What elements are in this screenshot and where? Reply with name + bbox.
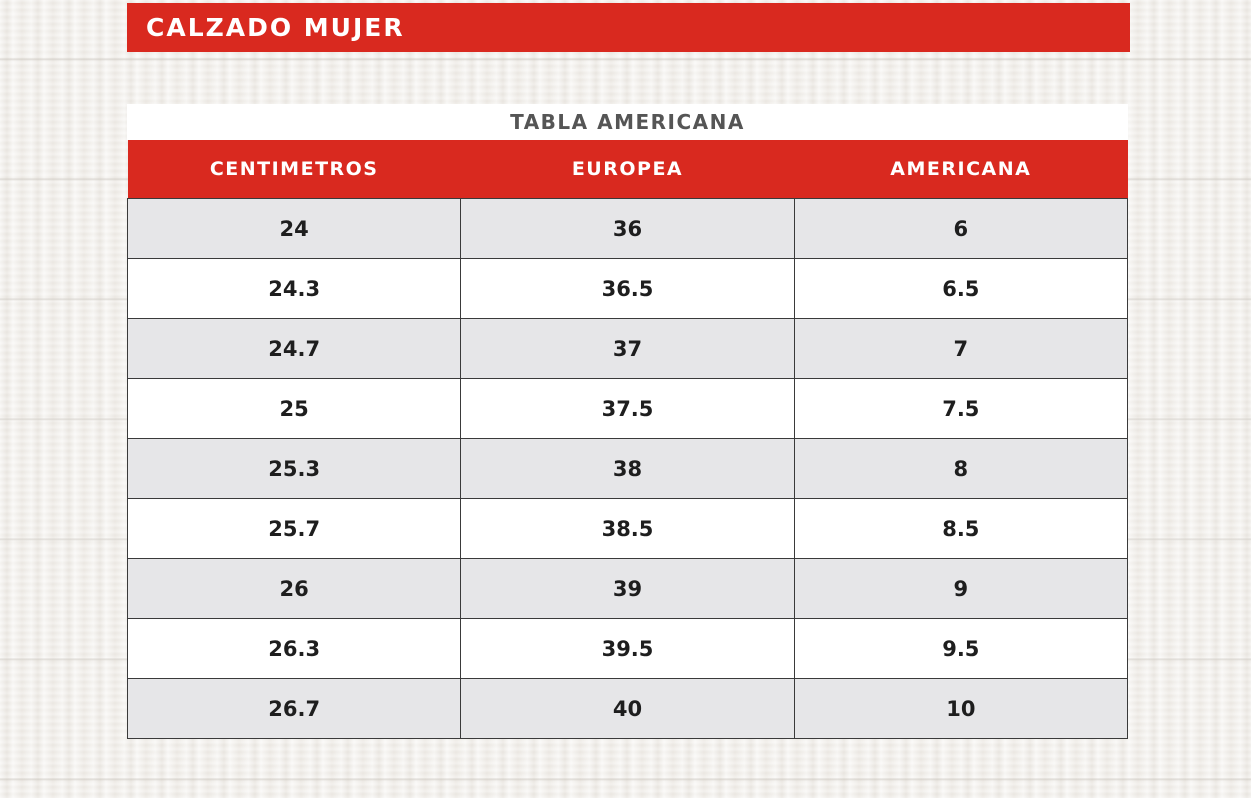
cell-centimetros: 26 <box>126 558 462 619</box>
cell-europea: 40 <box>460 678 795 739</box>
cell-americana: 9.5 <box>793 618 1129 679</box>
cell-americana: 6.5 <box>793 258 1129 319</box>
table-subtitle: TABLA AMERICANA <box>127 104 1128 140</box>
cell-centimetros: 25.3 <box>126 438 462 499</box>
table-row: 25.7 38.5 8.5 <box>126 498 1129 559</box>
table-header-row: CENTIMETROS EUROPEA AMERICANA <box>127 140 1128 199</box>
cell-americana: 7 <box>793 318 1129 379</box>
cell-europea: 36 <box>460 198 795 259</box>
column-header-americana: AMERICANA <box>794 140 1128 199</box>
column-header-europea: EUROPEA <box>460 140 795 199</box>
cell-centimetros: 24.7 <box>126 318 462 379</box>
cell-americana: 7.5 <box>793 378 1129 439</box>
cell-europea: 37.5 <box>460 378 795 439</box>
column-header-centimetros: CENTIMETROS <box>127 140 461 199</box>
cell-europea: 39.5 <box>460 618 795 679</box>
cell-americana: 6 <box>793 198 1129 259</box>
table-row: 26.3 39.5 9.5 <box>126 618 1129 679</box>
size-table: CENTIMETROS EUROPEA AMERICANA 24 36 6 24… <box>126 140 1129 739</box>
table-row: 26 39 9 <box>126 558 1129 619</box>
title-banner: CALZADO MUJER <box>127 3 1130 52</box>
cell-europea: 36.5 <box>460 258 795 319</box>
cell-europea: 38 <box>460 438 795 499</box>
cell-europea: 38.5 <box>460 498 795 559</box>
cell-centimetros: 26.3 <box>126 618 462 679</box>
cell-europea: 39 <box>460 558 795 619</box>
cell-centimetros: 24 <box>126 198 462 259</box>
table-row: 24 36 6 <box>126 198 1129 259</box>
table-row: 24.7 37 7 <box>126 318 1129 379</box>
cell-centimetros: 26.7 <box>126 678 462 739</box>
cell-centimetros: 24.3 <box>126 258 462 319</box>
cell-americana: 10 <box>793 678 1129 739</box>
size-table-container: TABLA AMERICANA CENTIMETROS EUROPEA AMER… <box>126 104 1129 739</box>
cell-americana: 9 <box>793 558 1129 619</box>
cell-centimetros: 25.7 <box>126 498 462 559</box>
table-row: 26.7 40 10 <box>126 678 1129 739</box>
table-row: 25 37.5 7.5 <box>126 378 1129 439</box>
cell-americana: 8.5 <box>793 498 1129 559</box>
table-row: 25.3 38 8 <box>126 438 1129 499</box>
cell-europea: 37 <box>460 318 795 379</box>
table-row: 24.3 36.5 6.5 <box>126 258 1129 319</box>
cell-americana: 8 <box>793 438 1129 499</box>
page-title: CALZADO MUJER <box>146 13 405 42</box>
cell-centimetros: 25 <box>126 378 462 439</box>
